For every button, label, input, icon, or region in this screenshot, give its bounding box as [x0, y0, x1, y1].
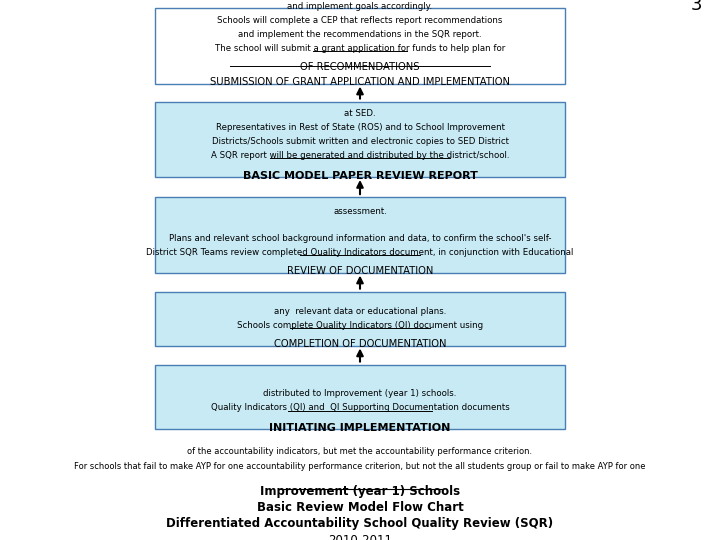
Text: Schools complete Quality Indicators (QI) document using: Schools complete Quality Indicators (QI)… — [237, 321, 483, 330]
FancyBboxPatch shape — [155, 102, 565, 177]
Text: For schools that fail to make AYP for one accountability performance criterion, : For schools that fail to make AYP for on… — [74, 462, 646, 471]
Text: A SQR report will be generated and distributed by the district/school.: A SQR report will be generated and distr… — [211, 151, 509, 160]
Text: BASIC MODEL PAPER REVIEW REPORT: BASIC MODEL PAPER REVIEW REPORT — [243, 171, 477, 181]
Text: Basic Review Model Flow Chart: Basic Review Model Flow Chart — [256, 501, 464, 514]
Text: OF RECOMMENDATIONS: OF RECOMMENDATIONS — [300, 62, 420, 72]
Text: Quality Indicators (QI) and  QI Supporting Documentation documents: Quality Indicators (QI) and QI Supportin… — [211, 403, 509, 412]
Text: SUBMISSION OF GRANT APPLICATION AND IMPLEMENTATION: SUBMISSION OF GRANT APPLICATION AND IMPL… — [210, 77, 510, 87]
Text: INITIATING IMPLEMENTATION: INITIATING IMPLEMENTATION — [269, 423, 451, 433]
Text: distributed to Improvement (year 1) schools.: distributed to Improvement (year 1) scho… — [264, 389, 456, 398]
Text: The school will submit a grant application for funds to help plan for: The school will submit a grant applicati… — [215, 44, 505, 52]
Text: REVIEW OF DOCUMENTATION: REVIEW OF DOCUMENTATION — [287, 266, 433, 276]
Text: Differentiated Accountability School Quality Review (SQR): Differentiated Accountability School Qua… — [166, 517, 554, 530]
FancyBboxPatch shape — [155, 292, 565, 346]
Text: Representatives in Rest of State (ROS) and to School Improvement: Representatives in Rest of State (ROS) a… — [215, 123, 505, 132]
FancyBboxPatch shape — [155, 197, 565, 273]
Text: Improvement (year 1) Schools: Improvement (year 1) Schools — [260, 485, 460, 498]
Text: at SED.: at SED. — [344, 110, 376, 118]
Text: and implement the recommendations in the SQR report.: and implement the recommendations in the… — [238, 30, 482, 39]
Text: and implement goals accordingly.: and implement goals accordingly. — [287, 2, 433, 11]
Text: Plans and relevant school background information and data, to confirm the school: Plans and relevant school background inf… — [168, 234, 552, 243]
Text: Districts/Schools submit written and electronic copies to SED District: Districts/Schools submit written and ele… — [212, 137, 508, 146]
FancyBboxPatch shape — [155, 364, 565, 429]
FancyBboxPatch shape — [155, 8, 565, 84]
Text: assessment.: assessment. — [333, 207, 387, 215]
Text: Schools will complete a CEP that reflects report recommendations: Schools will complete a CEP that reflect… — [217, 16, 503, 25]
Text: 2010-2011: 2010-2011 — [328, 534, 392, 540]
Text: District SQR Teams review completed Quality Indicators document, in conjunction : District SQR Teams review completed Qual… — [146, 248, 574, 257]
Text: 3: 3 — [690, 0, 702, 14]
Text: COMPLETION OF DOCUMENTATION: COMPLETION OF DOCUMENTATION — [274, 339, 446, 349]
Text: any  relevant data or educational plans.: any relevant data or educational plans. — [274, 307, 446, 316]
Text: of the accountability indicators, but met the accountability performance criteri: of the accountability indicators, but me… — [187, 447, 533, 456]
